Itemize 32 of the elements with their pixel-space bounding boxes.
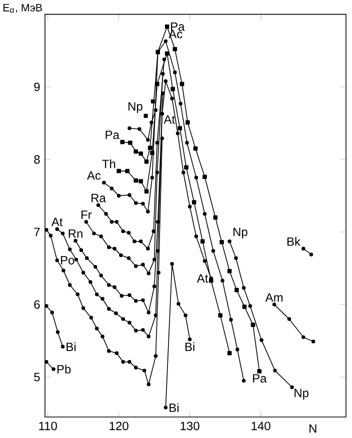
annotation: Pa — [253, 374, 267, 383]
annotation: Th — [102, 159, 116, 168]
annotation: Bi — [66, 342, 76, 351]
y-tick-label: 7 — [34, 228, 40, 236]
annotation: Ac — [87, 171, 101, 180]
x-tick-label: 120 — [110, 422, 128, 430]
annotation: Bi — [170, 403, 178, 412]
y-tick-label: 6 — [34, 300, 40, 309]
y-tick-label: 5 — [34, 372, 40, 382]
annotation: At — [196, 274, 208, 283]
x-tick-label: 130 — [180, 422, 200, 430]
annotation: Np — [233, 228, 248, 238]
annotation: Bk — [287, 237, 300, 246]
annotation: Rn — [68, 230, 82, 238]
y-tick-label: 9 — [34, 82, 40, 92]
x-tick-label: 110 — [39, 422, 57, 430]
y-axis-title: E$_{α}$, МэВ — [3, 4, 42, 13]
y-tick-label: 8 — [34, 155, 40, 164]
x-axis-title: N — [310, 424, 316, 433]
x-tick-label: 140 — [252, 422, 270, 430]
annotation: Ra — [92, 194, 106, 202]
annotation: At — [164, 115, 175, 124]
annotation: At — [51, 218, 63, 226]
annotation: Fr — [81, 210, 92, 219]
annotation: Bi — [185, 342, 194, 351]
annotation: Pa — [106, 130, 120, 140]
annotation: Pb — [57, 364, 71, 374]
annotation: Am — [265, 293, 282, 302]
annotation: Pa — [171, 22, 185, 31]
annotation: Po — [60, 256, 74, 264]
annotation: Np — [294, 388, 308, 400]
annotation: Np — [128, 102, 142, 113]
